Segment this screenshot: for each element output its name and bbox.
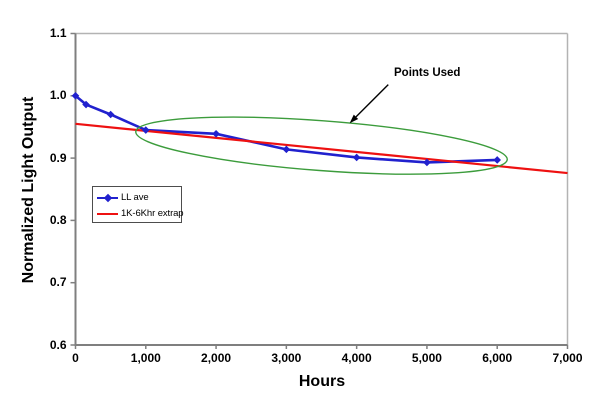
y-tick-label: 0.6: [49, 337, 67, 352]
legend: LL ave 1K-6Khr extrap: [92, 186, 184, 223]
y-tick-label: 1.0: [49, 88, 67, 103]
points-used-arrowhead: [349, 114, 359, 124]
points-used-ellipse: [135, 116, 508, 175]
x-axis-title: Hours: [298, 373, 346, 390]
x-tick-label: 1,000: [130, 351, 161, 365]
y-tick-label: 1.1: [49, 26, 67, 40]
diamond-marker: [82, 100, 90, 109]
diamond-marker: [493, 156, 502, 164]
legend-item-extrap: 1K-6Khr extrap: [97, 206, 184, 222]
diamond-marker: [141, 126, 150, 134]
diamond-marker: [212, 130, 220, 138]
diamond-marker: [282, 145, 291, 154]
x-tick-label: 6,000: [482, 351, 513, 365]
y-axis-title: Normalized Light Output: [20, 96, 37, 284]
legend-line-with-diamond-icon: [97, 193, 118, 203]
legend-item-ll-ave: LL ave: [97, 190, 181, 206]
legend-label-ll-ave: LL ave: [121, 192, 149, 203]
points-used-arrow-line: [355, 84, 389, 118]
x-tick-label: 5,000: [411, 351, 442, 365]
x-tick-label: 2,000: [201, 351, 232, 365]
diamond-marker: [106, 110, 115, 119]
legend-line-icon: [97, 209, 118, 219]
x-tick-label: 0: [72, 351, 79, 365]
series-line-extrap: [75, 122, 568, 175]
diamond-marker: [352, 153, 361, 162]
diamond-marker: [423, 158, 431, 167]
points-used-label: Points Used: [394, 67, 461, 79]
x-tick-label: 4,000: [341, 351, 372, 365]
legend-label-extrap: 1K-6Khr extrap: [121, 208, 184, 219]
x-tick-label: 7,000: [552, 351, 583, 365]
diamond-marker: [71, 92, 80, 100]
y-tick-label: 0.7: [49, 275, 67, 290]
x-tick-label: 3,000: [271, 351, 302, 365]
y-tick-label: 0.8: [49, 212, 67, 227]
y-tick-label: 0.9: [49, 150, 67, 165]
